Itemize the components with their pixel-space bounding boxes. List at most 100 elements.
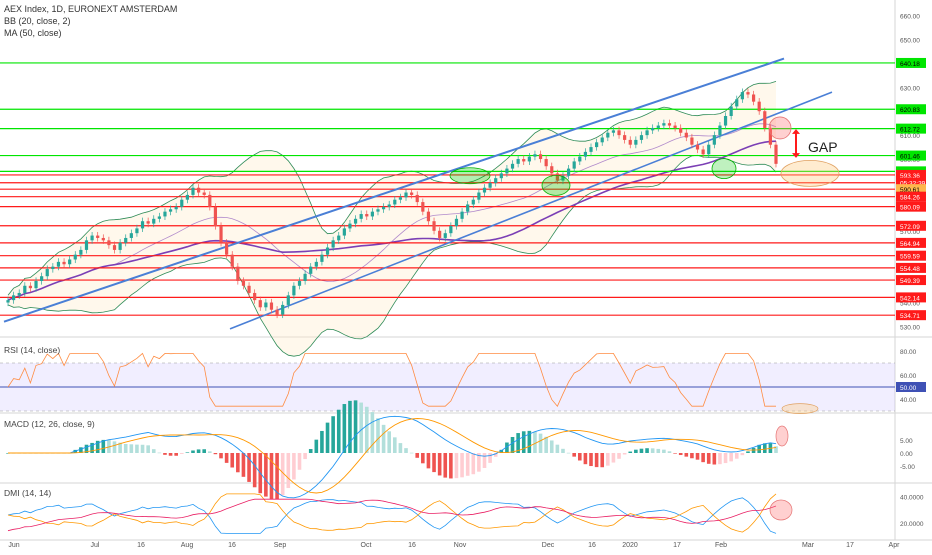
macd-histogram-bar [757,444,761,453]
ma-indicator-label: MA (50, close) [4,28,62,38]
candle-body [365,214,369,217]
macd-histogram-bar [611,453,616,463]
level-tag-label: 542.14 [900,295,920,302]
macd-histogram-bar [678,453,683,456]
x-tick-label: 16 [588,542,596,549]
level-tag-label: 601.46 [900,154,920,161]
candle-body [264,302,268,308]
candle-body [163,211,167,217]
candle-body [331,240,335,248]
macd-histogram-bar [415,453,420,458]
candle-body [684,132,688,138]
dmi-tick-label: 20.0000 [900,521,924,528]
candle-body [679,127,683,133]
macd-histogram-bar [561,448,565,453]
macd-histogram-bar [303,453,307,460]
candle-body [432,221,436,231]
level-tag-label: 612.72 [900,127,920,134]
x-tick-label: 17 [673,542,681,549]
x-tick-label: Oct [361,542,372,549]
candle-body [253,292,257,301]
macd-histogram-bar [191,450,195,453]
candle-body [583,151,588,157]
candle-body [309,266,313,274]
gap-target-ellipse [780,159,840,187]
macd-histogram-bar [224,453,229,463]
macd-tick-label: -5.00 [900,464,915,471]
macd-histogram-bar [729,453,733,462]
macd-histogram-bar [650,448,655,453]
macd-histogram-bar [527,430,532,453]
candle-body [398,197,403,200]
macd-histogram-bar [516,433,520,453]
macd-histogram-bar [297,453,302,470]
macd-histogram-bar [690,453,694,459]
candle-body [426,211,431,222]
level-tag [896,57,926,68]
candle-body [561,175,565,181]
macd-histogram-bar [275,453,279,500]
macd-histogram-bar [140,444,145,453]
macd-histogram-bar [577,453,582,461]
candle-body [723,116,728,126]
macd-histogram-bar [174,453,178,456]
level-tag-label: 554.48 [900,266,920,273]
level-tag-label: 549.39 [900,278,920,285]
macd-histogram-bar [353,400,358,453]
candle-body [241,281,246,286]
macd-histogram-bar [634,449,638,453]
rsi-last-tag [896,382,926,392]
candle-body [628,139,632,145]
candle-body [281,304,285,315]
macd-histogram-bar [404,448,408,453]
macd-histogram-bar [684,453,689,457]
macd-histogram-bar [656,448,661,453]
candle-body [17,292,21,296]
macd-histogram-bar [342,404,347,453]
macd-histogram-bar [432,453,436,473]
candle-body [695,144,700,150]
candle-body [213,206,218,226]
candle-body [522,159,526,162]
candle-body [421,202,425,212]
candle-body [101,237,105,241]
candle-body [494,178,498,183]
level-tag [896,262,926,273]
candle-body [45,269,49,277]
candle-body [404,192,408,198]
macd-histogram-bar [90,442,94,453]
macd-histogram-bar [493,453,498,457]
macd-histogram-bar [163,453,167,455]
gap-arrowhead-down [792,153,800,158]
x-tick-label: Nov [454,542,467,549]
macd-histogram-bar [364,406,369,453]
level-tag-label: 534.71 [900,313,920,320]
candle-body [314,261,318,267]
level-tag-label: 559.59 [900,254,920,261]
macd-histogram-bar [617,453,621,459]
macd-histogram-bar [510,437,515,453]
candle-body [129,233,133,238]
macd-histogram-bar [95,440,100,453]
candle-body [236,266,240,281]
candle-body [735,99,739,107]
macd-histogram-bar [454,453,459,479]
candle-body [651,127,655,131]
candle-body [639,135,644,140]
x-tick-label: Dec [542,542,555,549]
candle-body [247,285,251,293]
candle-body [550,166,554,174]
candle-body [62,261,66,265]
macd-histogram-bar [589,453,593,467]
macd-histogram-bar [622,453,627,455]
rsi-tick-label: 60.00 [900,373,917,380]
candle-body [746,92,750,95]
candle-body [84,240,89,250]
candle-body [96,235,100,238]
candle-body [56,261,61,267]
candle-body [488,182,492,188]
macd-histogram-bar [376,418,380,453]
bb-upper [7,81,777,296]
candle-body [393,199,397,205]
